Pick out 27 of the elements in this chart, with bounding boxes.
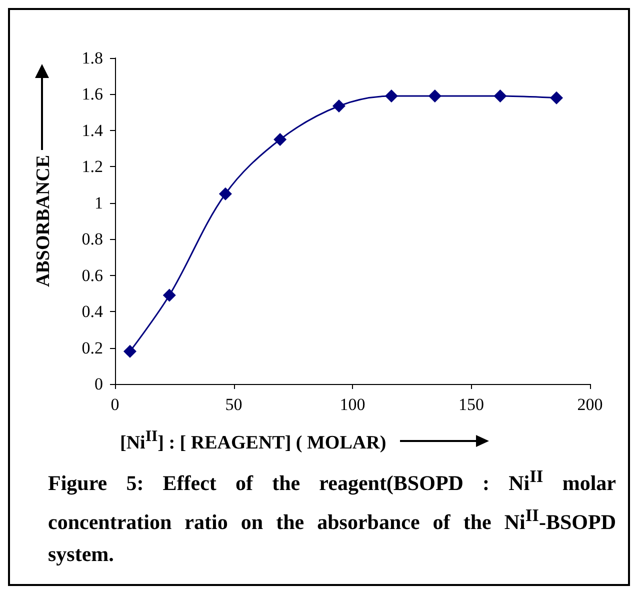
- point: [162, 288, 176, 302]
- y-axis-title: ABSORBANCE: [33, 155, 54, 287]
- text: Figure 5: Effect of the reagent(BSOPD : Ni$^{II}$ molar concentration ratio on the absorbance of the Ni$^{II}$-BSOPD system.: [48, 466, 616, 566]
- x-tick-label: 50: [225, 395, 242, 414]
- point: [332, 99, 346, 112]
- y-tick-label: 0.4: [82, 302, 104, 322]
- x-tick-label: 150: [458, 395, 484, 414]
- x-tick-label: 200: [577, 395, 603, 414]
- point: [494, 90, 507, 103]
- point: [428, 90, 442, 103]
- point: [123, 344, 136, 358]
- y-tick-label: 1.2: [82, 157, 103, 176]
- x-axis-title: [Ni$^{II}$] : [ REAGENT] ( MOLAR): [120, 428, 386, 454]
- point: [274, 133, 287, 146]
- x-tick-label: 100: [340, 395, 366, 414]
- y-tick-label: 1.6: [82, 84, 103, 104]
- point: [384, 90, 398, 103]
- x-tick-label: 0: [110, 395, 120, 414]
- y-tick-label: 0.2: [82, 338, 103, 358]
- point: [218, 187, 232, 200]
- y-tick-label: 0: [94, 374, 103, 394]
- y-tick-label: 1.8: [82, 48, 103, 68]
- y-tick-label: 0.6: [82, 266, 103, 285]
- y-tick-label: 1.4: [82, 120, 104, 140]
- point: [550, 91, 564, 104]
- y-tick-label: 0.8: [82, 230, 103, 249]
- y-tick-label: 1: [94, 193, 103, 212]
